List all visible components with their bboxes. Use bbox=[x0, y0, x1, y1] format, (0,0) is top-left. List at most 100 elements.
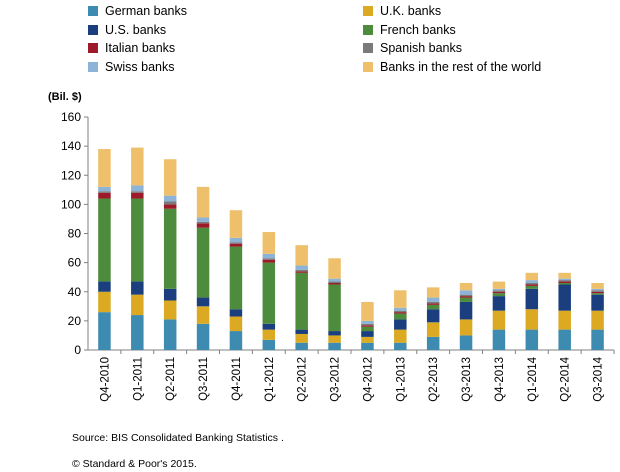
bar-segment bbox=[328, 281, 341, 284]
bar-segment bbox=[98, 191, 111, 193]
bar-segment bbox=[295, 272, 308, 330]
y-tick-label: 20 bbox=[68, 314, 82, 328]
legend-swatch bbox=[363, 24, 373, 35]
bar-segment bbox=[229, 242, 243, 244]
x-tick-label: Q2-2012 bbox=[297, 357, 309, 402]
bar-segment bbox=[295, 269, 308, 272]
bar-segment bbox=[295, 265, 308, 270]
bar-segment bbox=[558, 284, 571, 311]
x-tick-label: Q4-2013 bbox=[494, 357, 506, 402]
bar-segment bbox=[459, 297, 473, 302]
x-tick-label: Q1-2011 bbox=[132, 357, 144, 401]
legend-swatch bbox=[363, 61, 373, 72]
bar-segment bbox=[558, 272, 571, 279]
legend-swatch bbox=[88, 61, 98, 72]
bar-segment bbox=[361, 331, 374, 337]
bar-segment bbox=[525, 284, 539, 286]
bar-segment bbox=[328, 335, 341, 343]
y-tick-label: 80 bbox=[68, 227, 82, 241]
legend-label: German banks bbox=[105, 4, 187, 18]
bar-segment bbox=[394, 312, 407, 314]
bar-segment bbox=[98, 312, 111, 350]
bar-segment bbox=[328, 278, 341, 282]
bar-segment bbox=[459, 301, 473, 320]
bar-segment bbox=[262, 253, 276, 259]
bar-segment bbox=[98, 281, 111, 292]
bar-segment bbox=[591, 294, 604, 311]
bar-segment bbox=[262, 258, 276, 260]
legend-item: U.S. banks bbox=[88, 23, 166, 37]
bar-segment bbox=[426, 301, 440, 304]
legend-swatch bbox=[88, 6, 98, 16]
x-tick-label: Q3-2014 bbox=[593, 356, 605, 401]
bar-segment bbox=[492, 291, 506, 294]
bar-segment bbox=[426, 303, 440, 305]
bar-segment bbox=[492, 281, 506, 289]
bar-segment bbox=[196, 217, 210, 222]
legend-item: Banks in the rest of the world bbox=[363, 60, 541, 74]
bar-segment bbox=[361, 342, 374, 350]
bar-segment bbox=[295, 329, 308, 334]
bar-segment bbox=[163, 208, 177, 289]
bar-segment bbox=[525, 309, 539, 330]
bar-segment bbox=[459, 283, 473, 291]
bar-segment bbox=[361, 325, 374, 327]
copyright-note: © Standard & Poor's 2015. bbox=[72, 458, 197, 470]
x-tick-label: Q3-2011 bbox=[198, 357, 210, 401]
bar-segment bbox=[229, 316, 243, 332]
x-tick-label: Q4-2010 bbox=[99, 357, 111, 402]
bar-segment bbox=[394, 313, 407, 320]
legend-label: French banks bbox=[380, 22, 456, 37]
legend-label: Spanish banks bbox=[380, 41, 463, 55]
legend-item: U.K. banks bbox=[363, 4, 441, 18]
bar-segment bbox=[591, 288, 604, 291]
bar-segment bbox=[262, 262, 276, 324]
x-tick-label: Q2-2011 bbox=[165, 357, 177, 401]
bar-segment bbox=[426, 336, 440, 350]
bar-segment bbox=[131, 198, 144, 282]
bar-segment bbox=[426, 309, 440, 323]
bar-segment bbox=[163, 319, 177, 350]
bar-segment bbox=[98, 186, 111, 192]
bar-segment bbox=[394, 342, 407, 350]
bar-segment bbox=[525, 272, 539, 281]
legend-item: Italian banks bbox=[88, 41, 175, 55]
bar-segment bbox=[426, 322, 440, 337]
bar-segment bbox=[394, 290, 407, 308]
x-tick-label: Q1-2012 bbox=[264, 357, 276, 402]
bar-segment bbox=[196, 186, 210, 218]
bar-segment bbox=[229, 331, 243, 350]
y-tick-label: 60 bbox=[68, 256, 82, 270]
bar-segment bbox=[295, 245, 308, 266]
bar-segment bbox=[163, 288, 177, 301]
bar-segment bbox=[196, 221, 210, 224]
x-tick-label: Q4-2011 bbox=[231, 357, 243, 401]
bar-segment bbox=[459, 294, 473, 297]
bar-segment bbox=[558, 281, 571, 284]
x-tick-label: Q2-2014 bbox=[560, 356, 572, 401]
bar-segment bbox=[262, 339, 276, 350]
bar-segment bbox=[196, 227, 210, 298]
legend-item: Spanish banks bbox=[363, 41, 462, 55]
source-note: Source: BIS Consolidated Banking Statist… bbox=[72, 432, 284, 444]
bar-segment bbox=[591, 293, 604, 295]
bar-segment bbox=[328, 258, 341, 279]
bar-segment bbox=[163, 300, 177, 320]
bar-segment bbox=[131, 192, 144, 199]
bar-segment bbox=[591, 291, 604, 294]
legend-label: Banks in the rest of the world bbox=[380, 59, 542, 74]
bar-segment bbox=[591, 290, 604, 292]
bar-segment bbox=[295, 333, 308, 343]
bar-segment bbox=[394, 319, 407, 330]
bar-segment bbox=[492, 310, 506, 330]
bar-segment bbox=[163, 195, 177, 202]
y-tick-label: 160 bbox=[61, 110, 81, 124]
bar-segment bbox=[492, 329, 506, 350]
bar-segment bbox=[361, 320, 374, 324]
x-tick-label: Q3-2012 bbox=[330, 357, 342, 402]
bar-segment bbox=[262, 232, 276, 254]
bar-segment bbox=[492, 288, 506, 291]
bar-segment bbox=[229, 210, 243, 238]
bar-segment bbox=[492, 296, 506, 311]
